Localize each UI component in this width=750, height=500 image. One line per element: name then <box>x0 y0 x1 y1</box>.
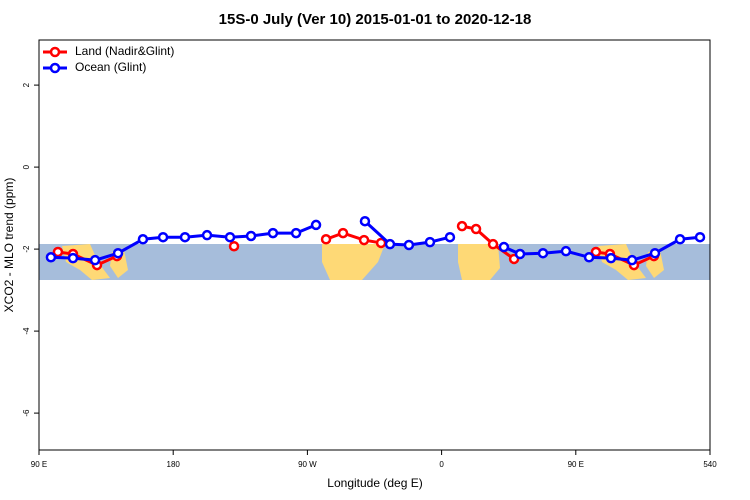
x-tick-label: 180 <box>167 460 181 469</box>
data-point <box>403 239 415 251</box>
data-point <box>228 240 240 252</box>
data-point <box>290 227 302 239</box>
data-point <box>694 231 706 243</box>
y-tick-label: -2 <box>22 245 31 253</box>
data-point <box>67 252 79 264</box>
data-point <box>487 238 499 250</box>
series-line <box>325 231 382 245</box>
data-point <box>444 231 456 243</box>
data-point <box>320 234 332 245</box>
x-tick-label: 0 <box>439 460 444 469</box>
data-point <box>310 219 322 231</box>
legend-marker <box>49 62 61 74</box>
data-point <box>245 230 257 242</box>
data-point <box>560 245 572 257</box>
data-point <box>626 254 638 266</box>
x-tick-label: 90 E <box>568 460 584 469</box>
data-point <box>137 234 149 245</box>
legend-label: Land (Nadir&Glint) <box>75 44 174 58</box>
chart-title: 15S-0 July (Ver 10) 2015-01-01 to 2020-1… <box>219 11 532 28</box>
data-point <box>52 246 64 258</box>
x-tick-label: 90 E <box>31 460 47 469</box>
y-tick-label: -4 <box>22 327 31 335</box>
data-point <box>157 231 169 243</box>
data-point <box>514 248 526 260</box>
x-tick-label: 90 W <box>298 460 317 469</box>
data-point <box>224 231 236 243</box>
y-axis-label: XCO2 - MLO trend (ppm) <box>2 178 16 313</box>
data-point <box>384 238 396 250</box>
data-point <box>358 234 370 246</box>
x-axis-label: Longitude (deg E) <box>327 476 422 490</box>
data-point <box>112 247 124 259</box>
data-point <box>605 252 617 264</box>
data-point <box>583 252 595 263</box>
data-point <box>45 252 57 263</box>
data-point <box>424 236 436 248</box>
data-point <box>590 246 602 258</box>
data-point <box>337 227 349 239</box>
series-line <box>503 235 701 262</box>
data-point <box>649 247 661 259</box>
data-point <box>674 234 686 245</box>
y-tick-label: 2 <box>22 82 31 87</box>
data-point <box>456 220 468 232</box>
y-tick-label: -6 <box>22 409 31 417</box>
legend-label: Ocean (Glint) <box>75 60 146 74</box>
legend-marker <box>49 46 61 58</box>
data-point <box>179 231 191 243</box>
y-tick-label: 0 <box>22 164 31 169</box>
data-point <box>359 215 371 227</box>
data-point <box>470 223 482 235</box>
plot-frame <box>38 39 711 451</box>
data-point <box>537 247 549 259</box>
x-tick-label: 540 <box>703 460 717 469</box>
data-point <box>498 241 510 253</box>
data-point <box>267 227 279 239</box>
data-point <box>89 254 101 266</box>
data-point <box>201 229 213 241</box>
